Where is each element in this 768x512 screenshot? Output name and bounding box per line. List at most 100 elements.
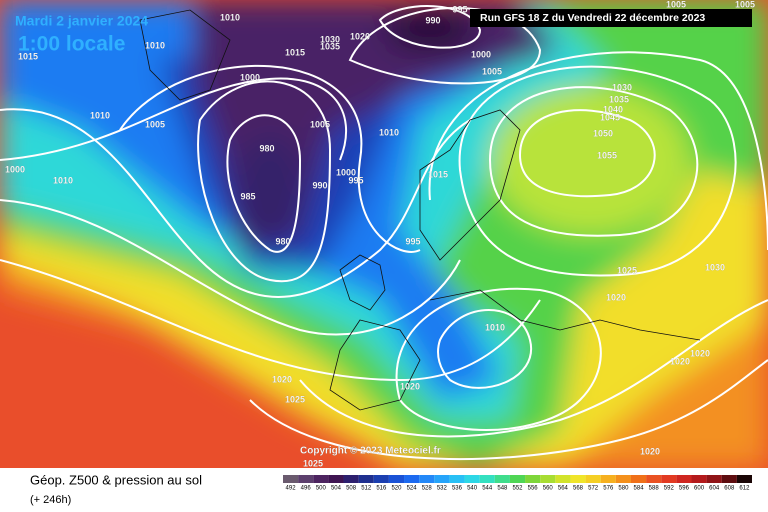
colorbar-cell: [419, 475, 435, 483]
colorbar-label: 612: [739, 486, 750, 492]
colorbar-label: 572: [588, 486, 599, 492]
isobar-label: 1020: [350, 31, 370, 41]
isobar-label: 980: [275, 236, 290, 246]
isobar-label: 1010: [90, 110, 110, 120]
colorbar-cell: [449, 475, 465, 483]
isobar-label: 980: [259, 143, 274, 153]
isobar-label: 1015: [428, 169, 448, 179]
colorbar-label: 596: [679, 486, 690, 492]
isobar-label: 990: [425, 15, 440, 25]
isobar-label: 1030: [705, 262, 725, 272]
footer-title: Géop. Z500 & pression au sol: [30, 472, 202, 487]
isobar-label: 1045: [600, 112, 620, 122]
copyright: Copyright © 2023 Meteociel.fr: [300, 446, 441, 457]
isobar-label: 1005: [482, 66, 502, 76]
colorbar-label: 528: [422, 486, 433, 492]
isobar-label: 1020: [272, 374, 292, 384]
colorbar-label: 608: [724, 486, 735, 492]
colorbar-label: 512: [361, 486, 372, 492]
colorbar-label: 580: [618, 486, 629, 492]
colorbar-label: 560: [543, 486, 554, 492]
isobar-label: 1055: [597, 150, 617, 160]
isobar-label: 1020: [670, 356, 690, 366]
colorbar-cell: [479, 475, 495, 483]
isobar-label: 1030: [320, 34, 340, 44]
colorbar-label: 544: [482, 486, 493, 492]
colorbar-label: 504: [331, 486, 342, 492]
colorbar-cell: [691, 475, 707, 483]
colorbar-label: 536: [452, 486, 463, 492]
isobar-label: 1035: [609, 94, 629, 104]
colorbar-label: 492: [286, 486, 297, 492]
colorbar-label: 568: [573, 486, 584, 492]
colorbar-cell: [540, 475, 556, 483]
colorbar-cell: [525, 475, 541, 483]
colorbar-cell: [313, 475, 329, 483]
colorbar: 492 496 500 504 508 512 516 520 524 528 532 536 540 5…: [283, 475, 752, 492]
coastlines: [139, 9, 701, 411]
colorbar-label: 604: [709, 486, 720, 492]
colorbar-cell: [464, 475, 480, 483]
colorbar-label: 500: [316, 486, 327, 492]
colorbar-cell: [646, 475, 662, 483]
colorbar-label: 552: [512, 486, 523, 492]
colorbar-cell: [676, 475, 692, 483]
colorbar-cell: [358, 475, 374, 483]
colorbar-cell: [283, 475, 299, 483]
colorbar-label: 520: [391, 486, 402, 492]
colorbar-cell: [736, 475, 752, 483]
isobars: [0, 5, 768, 461]
isobar-label: 1015: [285, 47, 305, 57]
isobar-label: 1025: [303, 458, 323, 468]
isobar-label: 1020: [400, 381, 420, 391]
isobar-label: 1040: [603, 104, 623, 114]
isobar-label: 1005: [735, 0, 755, 9]
isobar-label: 1025: [285, 394, 305, 404]
isobar-label: 990: [312, 180, 327, 190]
isobar-label: 1010: [220, 12, 240, 22]
isobar-label: 1025: [617, 265, 637, 275]
isobar-label: 1035: [320, 41, 340, 51]
colorbar-cell: [585, 475, 601, 483]
isobar-label: 1010: [53, 175, 73, 185]
colorbar-cell: [661, 475, 677, 483]
colorbar-cell: [555, 475, 571, 483]
colorbar-label: 564: [558, 486, 569, 492]
colorbar-cell: [343, 475, 359, 483]
colorbar-cell: [630, 475, 647, 483]
colorbar-label: 540: [467, 486, 478, 492]
isobar-label: 1050: [593, 128, 613, 138]
forecast-date: Mardi 2 janvier 2024: [15, 13, 148, 29]
isobar-label: 1005: [666, 0, 686, 9]
colorbar-cell: [298, 475, 314, 483]
isobar-label: 1005: [310, 119, 330, 129]
colorbar-label: 592: [664, 486, 675, 492]
colorbar-cell: [509, 475, 526, 483]
isobar-label: 1010: [485, 322, 505, 332]
colorbar-cell: [721, 475, 737, 483]
isobar-label: 1010: [145, 40, 165, 50]
colorbar-cell: [404, 475, 420, 483]
isobar-label: 1020: [690, 348, 710, 358]
colorbar-label: 576: [603, 486, 614, 492]
colorbar-label: 516: [376, 486, 387, 492]
isobar-label: 995: [348, 175, 363, 185]
forecast-time: 1:00 locale: [18, 33, 125, 56]
colorbar-label: 524: [407, 486, 418, 492]
colorbar-cell: [328, 475, 344, 483]
isobar-label: 1020: [606, 292, 626, 302]
run-info: Run GFS 18 Z du Vendredi 22 décembre 202…: [480, 12, 705, 24]
isobar-label: 1020: [640, 446, 660, 456]
colorbar-cell: [570, 475, 586, 483]
colorbar-label: 588: [649, 486, 660, 492]
isobar-label: 995: [405, 236, 420, 246]
map-field: 1010 1010 1015 1010 1005 1000 1010 1000 1015 1030…: [0, 0, 768, 468]
colorbar-label: 508: [346, 486, 357, 492]
isobar-label: 1000: [336, 167, 356, 177]
isobar-label: 995: [452, 4, 467, 14]
isobar-label: 1000: [471, 49, 491, 59]
colorbar-cell: [388, 475, 405, 483]
colorbar-label: 532: [437, 486, 448, 492]
isobar-label: 1000: [5, 164, 25, 174]
